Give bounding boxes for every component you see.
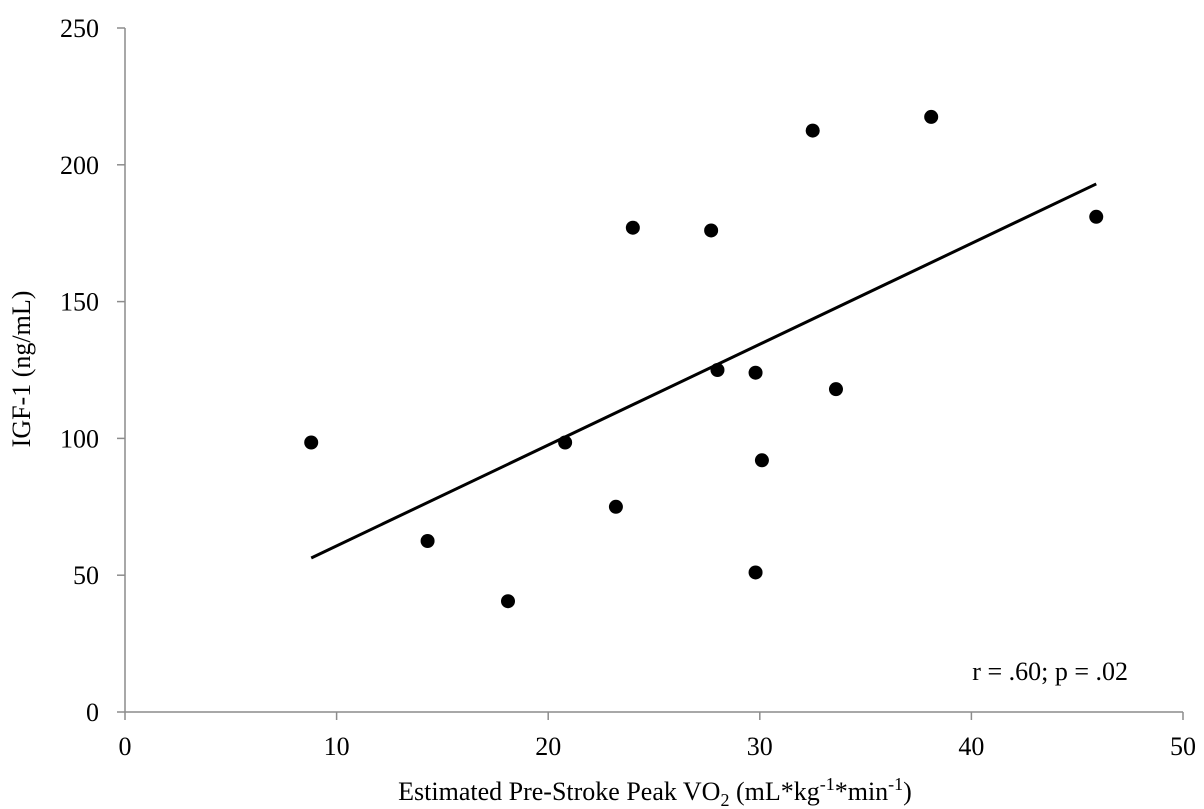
y-tick-label: 200 xyxy=(60,151,99,180)
x-tick-label: 0 xyxy=(119,732,132,761)
y-axis-title: IGF-1 (ng/mL) xyxy=(7,291,36,448)
trendline-group xyxy=(310,182,1097,560)
y-tick-label: 150 xyxy=(60,288,99,317)
x-axis-title-main: Estimated Pre-Stroke Peak VO xyxy=(398,777,720,806)
y-tick-label: 100 xyxy=(60,424,99,453)
data-point xyxy=(748,565,763,580)
data-points xyxy=(304,109,1104,609)
x-axis-title-superscript-1: -1 xyxy=(820,774,835,794)
x-axis: 0 10 20 30 40 50 xyxy=(119,711,1196,761)
y-tick-label: 0 xyxy=(86,698,99,727)
data-point xyxy=(420,534,435,548)
x-axis-title: Estimated Pre-Stroke Peak VO2 (mL*kg-1*m… xyxy=(398,774,912,809)
y-axis: 0 50 100 150 200 250 xyxy=(60,14,126,727)
data-point xyxy=(748,365,763,380)
x-tick-label: 10 xyxy=(324,732,350,761)
data-point xyxy=(710,363,725,377)
data-point xyxy=(805,123,820,138)
x-axis-title-unit-start: (mL*kg xyxy=(729,777,819,806)
x-tick-label: 30 xyxy=(747,732,773,761)
correlation-annotation: r = .60; p = .02 xyxy=(972,657,1128,686)
data-point xyxy=(608,499,623,514)
data-point xyxy=(625,220,640,235)
data-point xyxy=(558,435,573,450)
y-tick-label: 50 xyxy=(73,561,99,590)
x-tick-label: 40 xyxy=(958,732,984,761)
x-tick-label: 50 xyxy=(1170,732,1196,761)
x-axis-title-superscript-2: -1 xyxy=(888,774,903,794)
data-point xyxy=(754,453,769,468)
x-tick-label: 20 xyxy=(535,732,561,761)
trendline xyxy=(310,182,1097,560)
data-point xyxy=(704,223,719,238)
x-axis-title-unit-end: ) xyxy=(903,777,912,806)
data-point xyxy=(1089,209,1104,224)
data-point xyxy=(828,382,843,397)
data-point xyxy=(924,109,939,124)
x-axis-title-subscript: 2 xyxy=(720,790,729,809)
y-tick-label: 250 xyxy=(60,14,99,43)
data-point xyxy=(304,435,319,450)
x-axis-title-unit-mid: *min xyxy=(835,777,888,806)
data-point xyxy=(500,594,515,609)
